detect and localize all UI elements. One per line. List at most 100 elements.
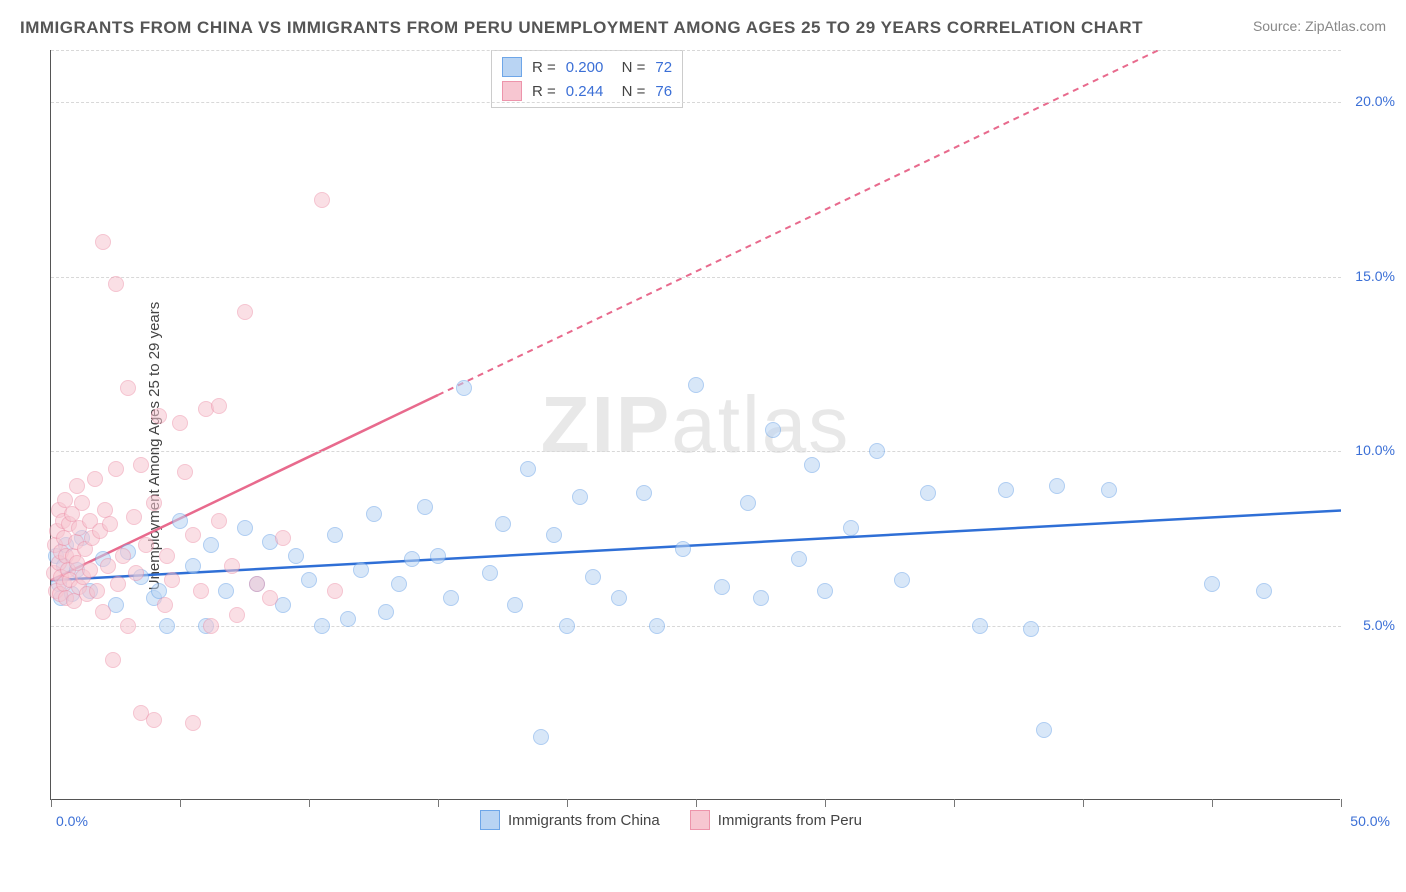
data-point: [159, 548, 175, 564]
data-point: [95, 604, 111, 620]
data-point: [559, 618, 575, 634]
chart-area: ZIPatlas R = 0.200 N = 72 R = 0.244 N = …: [50, 50, 1400, 800]
data-point: [203, 618, 219, 634]
data-point: [172, 513, 188, 529]
data-point: [533, 729, 549, 745]
data-point: [740, 495, 756, 511]
data-point: [146, 495, 162, 511]
x-tick: [954, 799, 955, 807]
data-point: [159, 618, 175, 634]
data-point: [275, 530, 291, 546]
x-tick: [567, 799, 568, 807]
x-tick: [825, 799, 826, 807]
data-point: [185, 558, 201, 574]
data-point: [301, 572, 317, 588]
data-point: [164, 572, 180, 588]
chart-title: IMMIGRANTS FROM CHINA VS IMMIGRANTS FROM…: [20, 18, 1143, 38]
x-tick-min: 0.0%: [56, 813, 88, 829]
x-tick: [1341, 799, 1342, 807]
data-point: [89, 583, 105, 599]
data-point: [456, 380, 472, 396]
chart-container: IMMIGRANTS FROM CHINA VS IMMIGRANTS FROM…: [0, 0, 1406, 892]
data-point: [791, 551, 807, 567]
legend-item-peru: Immigrants from Peru: [690, 810, 862, 830]
data-point: [82, 562, 98, 578]
data-point: [1023, 621, 1039, 637]
data-point: [115, 548, 131, 564]
x-tick: [180, 799, 181, 807]
data-point: [869, 443, 885, 459]
data-point: [95, 234, 111, 250]
data-point: [138, 537, 154, 553]
swatch-peru-icon: [690, 810, 710, 830]
data-point: [327, 583, 343, 599]
data-point: [262, 590, 278, 606]
plot-area: ZIPatlas R = 0.200 N = 72 R = 0.244 N = …: [50, 50, 1340, 800]
data-point: [649, 618, 665, 634]
data-point: [249, 576, 265, 592]
data-point: [74, 495, 90, 511]
data-point: [1049, 478, 1065, 494]
stats-row-china: R = 0.200 N = 72: [502, 55, 672, 79]
data-point: [482, 565, 498, 581]
y-tick-label: 10.0%: [1345, 442, 1395, 458]
data-point: [314, 192, 330, 208]
data-point: [843, 520, 859, 536]
stats-row-peru: R = 0.244 N = 76: [502, 79, 672, 103]
data-point: [314, 618, 330, 634]
x-tick: [1212, 799, 1213, 807]
x-tick: [696, 799, 697, 807]
data-point: [688, 377, 704, 393]
data-point: [353, 562, 369, 578]
y-tick-label: 20.0%: [1345, 93, 1395, 109]
gridline: [51, 451, 1341, 452]
data-point: [157, 597, 173, 613]
data-point: [507, 597, 523, 613]
data-point: [611, 590, 627, 606]
data-point: [108, 276, 124, 292]
data-point: [288, 548, 304, 564]
data-point: [378, 604, 394, 620]
data-point: [211, 398, 227, 414]
data-point: [69, 478, 85, 494]
data-point: [146, 712, 162, 728]
data-point: [133, 457, 149, 473]
data-point: [804, 457, 820, 473]
swatch-peru: [502, 81, 522, 101]
data-point: [185, 715, 201, 731]
data-point: [177, 464, 193, 480]
series-legend: Immigrants from China Immigrants from Pe…: [480, 810, 862, 830]
gridline: [51, 102, 1341, 103]
data-point: [1256, 583, 1272, 599]
data-point: [520, 461, 536, 477]
data-point: [817, 583, 833, 599]
trend-lines: [51, 50, 1341, 800]
data-point: [110, 576, 126, 592]
gridline: [51, 50, 1341, 51]
data-point: [237, 520, 253, 536]
data-point: [894, 572, 910, 588]
data-point: [585, 569, 601, 585]
legend-item-china: Immigrants from China: [480, 810, 660, 830]
data-point: [340, 611, 356, 627]
data-point: [211, 513, 227, 529]
x-tick: [438, 799, 439, 807]
data-point: [218, 583, 234, 599]
data-point: [1204, 576, 1220, 592]
gridline: [51, 277, 1341, 278]
data-point: [120, 380, 136, 396]
data-point: [1036, 722, 1052, 738]
data-point: [404, 551, 420, 567]
x-tick-max: 50.0%: [1350, 813, 1390, 829]
data-point: [366, 506, 382, 522]
data-point: [126, 509, 142, 525]
data-point: [417, 499, 433, 515]
data-point: [327, 527, 343, 543]
data-point: [172, 415, 188, 431]
data-point: [495, 516, 511, 532]
y-tick-label: 15.0%: [1345, 268, 1395, 284]
gridline: [51, 626, 1341, 627]
data-point: [391, 576, 407, 592]
data-point: [100, 558, 116, 574]
data-point: [753, 590, 769, 606]
